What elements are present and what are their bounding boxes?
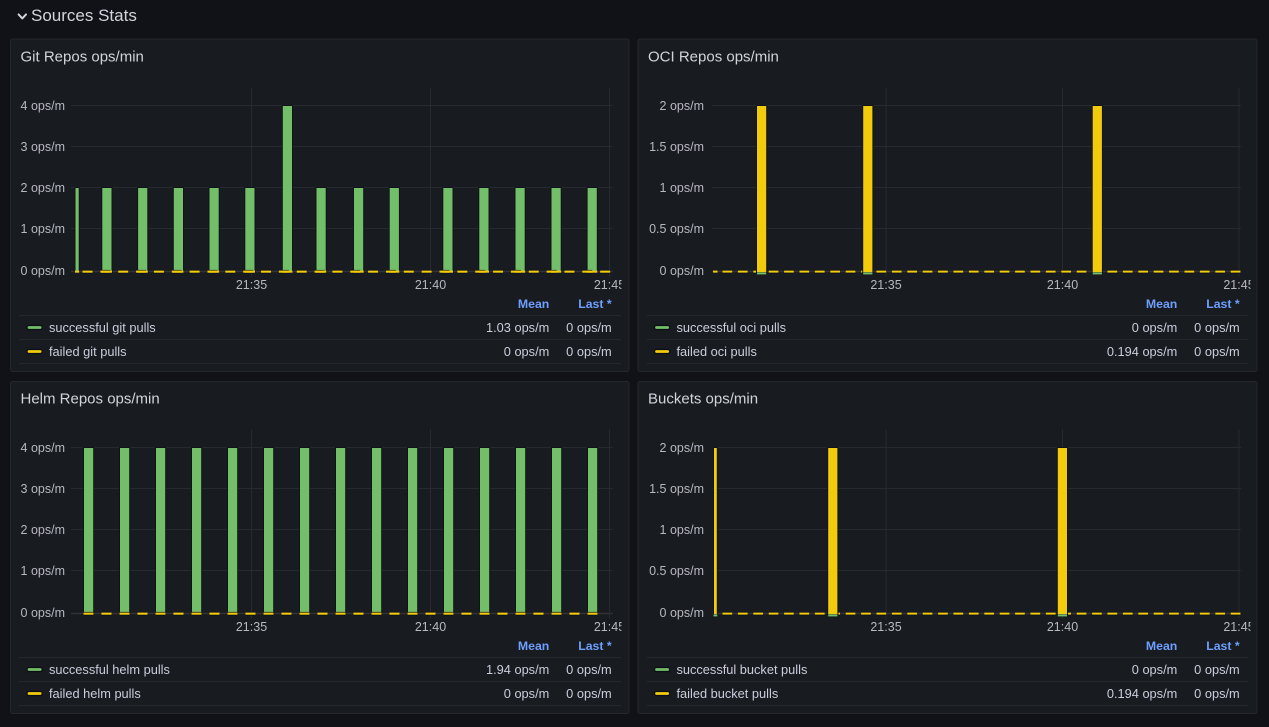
svg-text:successful bucket pulls: successful bucket pulls (677, 662, 808, 677)
svg-text:0 ops/m: 0 ops/m (1194, 320, 1240, 335)
svg-text:1 ops/m: 1 ops/m (21, 564, 65, 578)
svg-text:3 ops/m: 3 ops/m (21, 140, 65, 154)
svg-text:1 ops/m: 1 ops/m (21, 222, 65, 236)
svg-text:2 ops/m: 2 ops/m (21, 523, 65, 537)
svg-text:1 ops/m: 1 ops/m (660, 181, 704, 195)
svg-text:0 ops/m: 0 ops/m (21, 606, 65, 620)
svg-text:21:45: 21:45 (1223, 620, 1254, 634)
svg-text:Mean: Mean (1146, 639, 1177, 653)
svg-text:failed bucket pulls: failed bucket pulls (677, 686, 779, 701)
svg-text:3 ops/m: 3 ops/m (21, 482, 65, 496)
svg-text:0 ops/m: 0 ops/m (504, 344, 550, 359)
svg-text:Buckets ops/min: Buckets ops/min (648, 391, 758, 408)
svg-text:21:40: 21:40 (1047, 620, 1078, 634)
svg-text:0 ops/m: 0 ops/m (21, 264, 65, 278)
svg-text:0.5 ops/m: 0.5 ops/m (649, 222, 704, 236)
svg-text:0 ops/m: 0 ops/m (660, 264, 704, 278)
svg-text:Mean: Mean (518, 297, 549, 311)
svg-text:0 ops/m: 0 ops/m (566, 320, 612, 335)
svg-text:21:35: 21:35 (236, 278, 267, 292)
svg-text:0 ops/m: 0 ops/m (1132, 320, 1178, 335)
svg-text:1 ops/m: 1 ops/m (660, 523, 704, 537)
svg-text:21:45: 21:45 (1223, 278, 1254, 292)
svg-text:0.194 ops/m: 0.194 ops/m (1107, 344, 1177, 359)
svg-text:failed oci pulls: failed oci pulls (677, 344, 757, 359)
svg-text:Last *: Last * (1206, 639, 1240, 653)
svg-text:Git Repos ops/min: Git Repos ops/min (21, 49, 144, 66)
svg-text:0 ops/m: 0 ops/m (1194, 662, 1240, 677)
svg-text:Last *: Last * (578, 297, 612, 311)
svg-text:0 ops/m: 0 ops/m (566, 344, 612, 359)
svg-text:1.94 ops/m: 1.94 ops/m (486, 662, 549, 677)
svg-text:21:40: 21:40 (1047, 278, 1078, 292)
svg-text:21:35: 21:35 (236, 620, 267, 634)
svg-text:0.194 ops/m: 0.194 ops/m (1107, 686, 1177, 701)
svg-text:Last *: Last * (578, 639, 612, 653)
svg-text:Helm Repos ops/min: Helm Repos ops/min (21, 391, 160, 408)
svg-text:2 ops/m: 2 ops/m (660, 441, 704, 455)
svg-text:Mean: Mean (1146, 297, 1177, 311)
svg-text:1.03 ops/m: 1.03 ops/m (486, 320, 549, 335)
svg-text:Sources Stats: Sources Stats (31, 6, 137, 25)
svg-text:21:35: 21:35 (870, 620, 901, 634)
svg-text:1.5 ops/m: 1.5 ops/m (649, 482, 704, 496)
svg-text:0 ops/m: 0 ops/m (566, 662, 612, 677)
svg-text:0 ops/m: 0 ops/m (1194, 686, 1240, 701)
svg-text:21:45: 21:45 (594, 278, 625, 292)
svg-text:2 ops/m: 2 ops/m (21, 181, 65, 195)
svg-text:successful helm pulls: successful helm pulls (49, 662, 170, 677)
svg-text:successful oci pulls: successful oci pulls (677, 320, 787, 335)
svg-text:0.5 ops/m: 0.5 ops/m (649, 564, 704, 578)
svg-text:successful git pulls: successful git pulls (49, 320, 156, 335)
svg-text:failed helm pulls: failed helm pulls (49, 686, 141, 701)
svg-text:Last *: Last * (1206, 297, 1240, 311)
svg-text:failed git pulls: failed git pulls (49, 344, 127, 359)
svg-text:0 ops/m: 0 ops/m (566, 686, 612, 701)
svg-text:21:40: 21:40 (415, 278, 446, 292)
svg-text:4 ops/m: 4 ops/m (21, 441, 65, 455)
svg-text:4 ops/m: 4 ops/m (21, 99, 65, 113)
svg-text:2 ops/m: 2 ops/m (660, 99, 704, 113)
svg-text:0 ops/m: 0 ops/m (1194, 344, 1240, 359)
svg-text:0 ops/m: 0 ops/m (504, 686, 550, 701)
svg-text:Mean: Mean (518, 639, 549, 653)
svg-text:OCI Repos ops/min: OCI Repos ops/min (648, 49, 779, 66)
svg-text:21:35: 21:35 (870, 278, 901, 292)
svg-text:21:45: 21:45 (594, 620, 625, 634)
svg-text:0 ops/m: 0 ops/m (660, 606, 704, 620)
svg-text:0 ops/m: 0 ops/m (1132, 662, 1178, 677)
svg-text:21:40: 21:40 (415, 620, 446, 634)
svg-text:1.5 ops/m: 1.5 ops/m (649, 140, 704, 154)
